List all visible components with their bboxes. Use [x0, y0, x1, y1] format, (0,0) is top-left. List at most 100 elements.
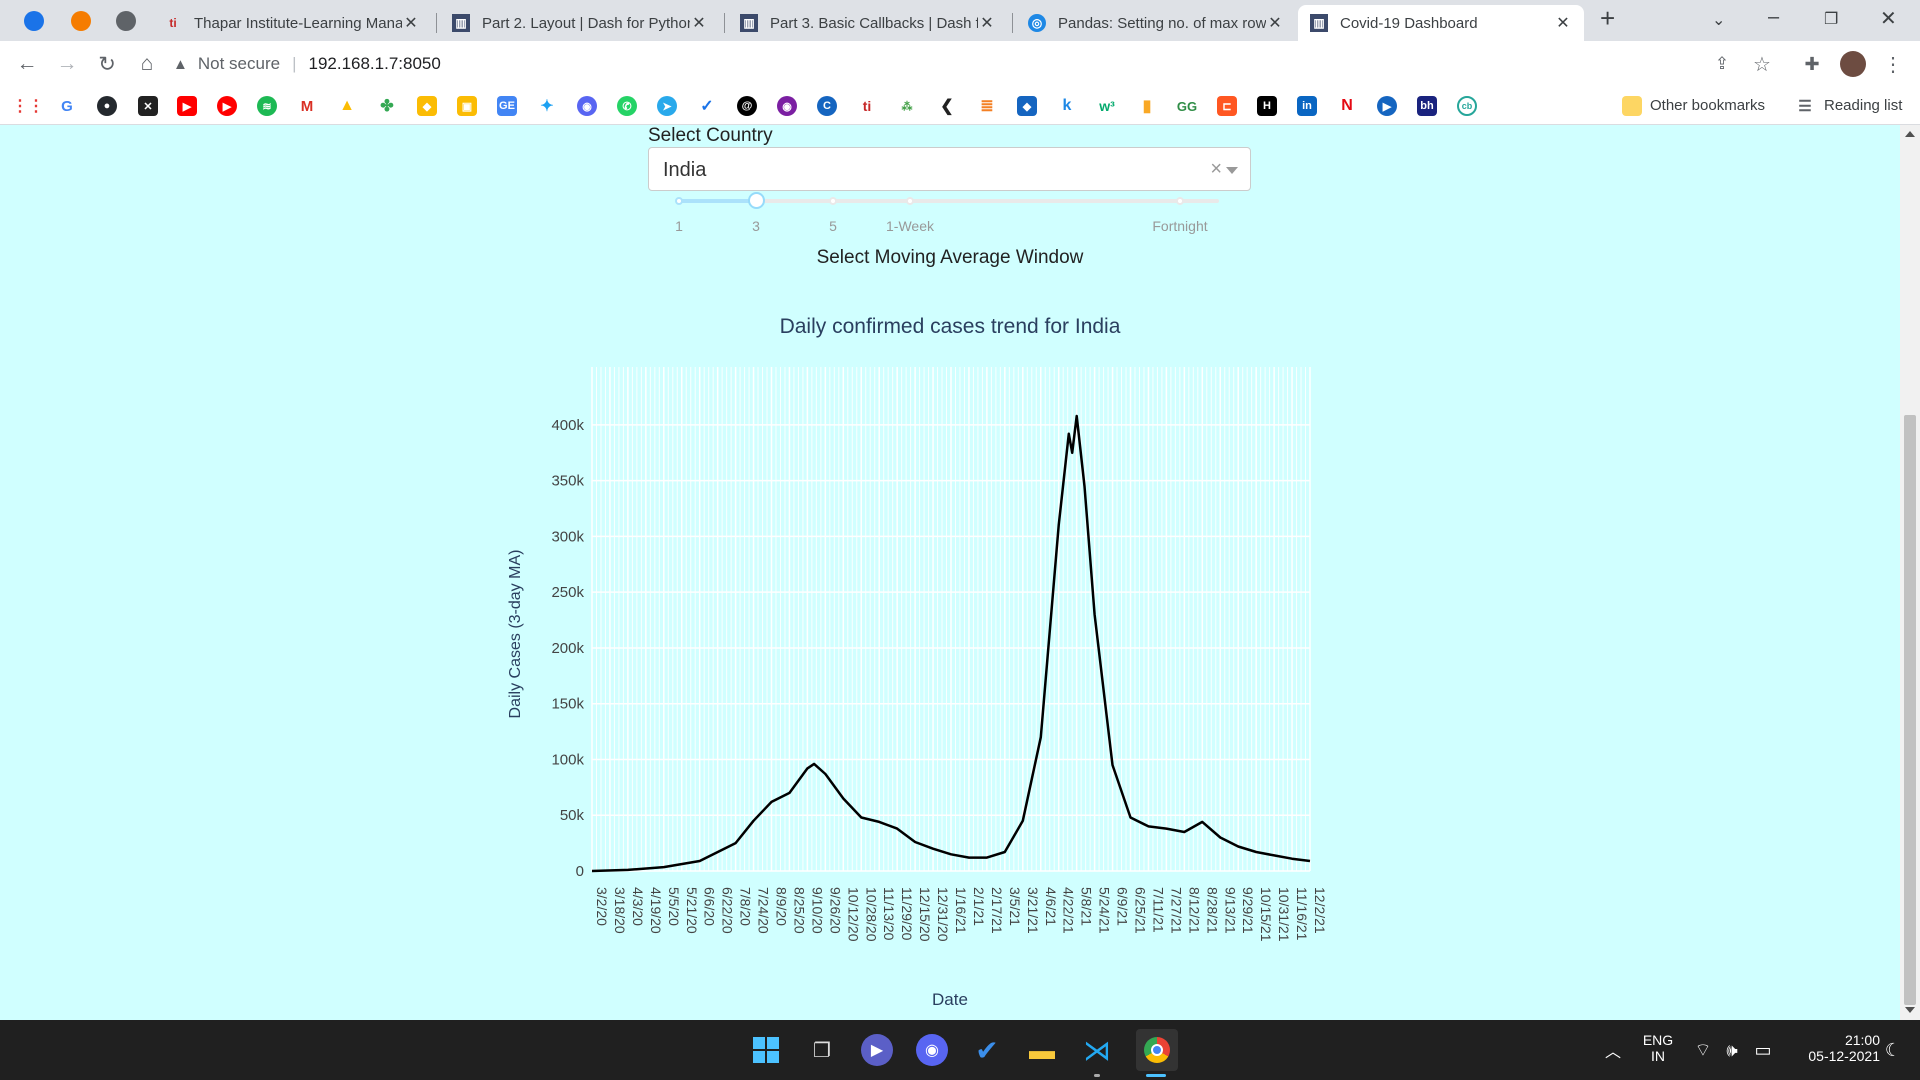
profile-dot-icon[interactable] [116, 11, 136, 31]
telegram-icon[interactable]: ➤ [657, 96, 677, 116]
apps-grid-icon[interactable]: ⋮⋮ [12, 98, 44, 115]
c-app-icon[interactable]: C [817, 96, 837, 116]
tasks-icon[interactable]: ✓ [697, 96, 717, 116]
browser-tab-active[interactable]: ▥ Covid-19 Dashboard ✕ [1298, 5, 1584, 41]
bh-app-icon[interactable]: bh [1417, 96, 1437, 116]
close-tab-icon[interactable]: ✕ [1268, 15, 1282, 32]
slider-mark-label[interactable]: 3 [752, 218, 760, 234]
gmail-icon[interactable]: M [297, 96, 317, 116]
extensions-icon[interactable]: ✚ [1804, 53, 1820, 74]
site-icon[interactable]: ⁂ [897, 96, 917, 116]
dropdown-arrow-icon[interactable] [1226, 167, 1238, 174]
x-app-icon[interactable]: ✕ [138, 96, 158, 116]
avatar[interactable] [1838, 49, 1868, 79]
share-icon[interactable]: ⇪ [1714, 54, 1730, 73]
slider-mark-label[interactable]: 1-Week [886, 218, 934, 234]
discord-icon[interactable]: ◉ [577, 96, 597, 116]
slider-track[interactable] [679, 199, 756, 203]
slider-mark-label[interactable]: Fortnight [1152, 218, 1208, 234]
hackerrank-icon[interactable]: H [1257, 96, 1277, 116]
spotify-icon[interactable]: ≋ [257, 96, 277, 116]
url-text[interactable]: 192.168.1.7:8050 [308, 54, 441, 73]
slider-step-dot[interactable] [906, 197, 914, 205]
home-icon[interactable]: ⌂ [140, 52, 154, 75]
google-forms-icon[interactable]: GE [497, 96, 517, 116]
close-tab-icon[interactable]: ✕ [1556, 15, 1570, 32]
netflix-icon[interactable]: N [1337, 96, 1357, 116]
language-indicator[interactable]: ENG IN [1640, 1032, 1676, 1064]
back-arrow-icon[interactable]: ← [16, 52, 38, 75]
browser-tab[interactable]: ◎ Pandas: Setting no. of max row ✕ [1016, 5, 1296, 41]
slider-step-dot[interactable] [1176, 197, 1184, 205]
discord-icon[interactable]: ◉ [916, 1034, 948, 1066]
cb-app-icon[interactable]: cb [1457, 96, 1477, 116]
file-explorer-icon[interactable]: ▬ [1029, 1034, 1055, 1065]
clear-selection-icon[interactable]: × [1210, 158, 1222, 180]
task-view-icon[interactable]: ❐ [813, 1039, 831, 1062]
google-keep-icon[interactable]: ◆ [417, 96, 437, 116]
close-tab-icon[interactable]: ✕ [692, 15, 706, 32]
todo-icon[interactable]: ✔ [975, 1034, 999, 1066]
twitter-icon[interactable]: ✦ [537, 96, 557, 116]
chart-app-icon[interactable]: ▮ [1137, 96, 1157, 116]
slider-step-dot[interactable] [829, 197, 837, 205]
restore-button[interactable]: ❐ [1824, 11, 1839, 28]
warning-icon[interactable]: ▲ [173, 55, 188, 73]
vscode-icon[interactable]: ⋊ [1083, 1034, 1111, 1066]
codechef-icon[interactable]: ❮ [937, 96, 957, 116]
media-play-icon[interactable]: ▶ [1377, 96, 1397, 116]
slider-mark-label[interactable]: 5 [829, 218, 837, 234]
close-tab-icon[interactable]: ✕ [980, 15, 994, 32]
slider-rail[interactable] [679, 199, 1219, 203]
google-icon[interactable]: G [57, 96, 77, 116]
w3schools-icon[interactable]: w³ [1097, 96, 1117, 116]
google-photos-icon[interactable]: ✤ [377, 96, 397, 116]
teams-chat-icon[interactable]: ▶ [861, 1034, 893, 1066]
browser-tab[interactable]: ti Thapar Institute-Learning Mana ✕ [152, 5, 432, 41]
focus-assist-icon[interactable]: ☾ [1884, 1039, 1902, 1060]
slider-handle[interactable] [748, 192, 765, 209]
vertical-scrollbar[interactable] [1900, 125, 1920, 1020]
github-icon[interactable]: ● [97, 96, 117, 116]
forward-arrow-icon[interactable]: → [56, 52, 78, 75]
youtube-music-icon[interactable]: ▶ [217, 96, 237, 116]
linkedin-icon[interactable]: in [1297, 96, 1317, 116]
scroll-up-arrow-icon[interactable] [1905, 131, 1915, 137]
tab-search-chevron-icon[interactable]: ⌄ [1712, 12, 1726, 29]
browser-tab[interactable]: ▥ Part 2. Layout | Dash for Python ✕ [440, 5, 720, 41]
threads-icon[interactable]: @ [737, 96, 757, 116]
whatsapp-icon[interactable]: ✆ [617, 96, 637, 116]
menu-kebab-icon[interactable]: ⋮ [1883, 53, 1903, 76]
security-status[interactable]: Not secure [197, 54, 281, 73]
slider-mark-label[interactable]: 1 [675, 218, 683, 234]
omnibox[interactable]: ▲ Not secure | 192.168.1.7:8050 [173, 48, 1733, 80]
reload-icon[interactable]: ↻ [98, 52, 116, 76]
minimize-button[interactable]: – [1768, 6, 1780, 28]
profile-dot-icon[interactable] [24, 11, 44, 31]
bookmark-star-icon[interactable]: ☆ [1753, 53, 1771, 76]
scroll-down-arrow-icon[interactable] [1905, 1007, 1915, 1013]
ti-logo-icon[interactable]: ti [857, 96, 877, 116]
google-classroom-icon[interactable]: ▣ [457, 96, 477, 116]
profile-dot-icon[interactable] [71, 11, 91, 31]
codeforces-icon[interactable]: ◆ [1017, 96, 1037, 116]
slider-step-dot[interactable] [675, 197, 683, 205]
chevron-up-icon[interactable]: ︿ [1604, 1044, 1621, 1061]
reading-list-link[interactable]: Reading list [1824, 97, 1903, 114]
wifi-icon[interactable]: ⌔ [1694, 1039, 1712, 1060]
google-drive-icon[interactable]: ▲ [337, 96, 357, 116]
scrollbar-thumb[interactable] [1904, 415, 1916, 1005]
close-tab-icon[interactable]: ✕ [404, 15, 418, 32]
other-bookmarks-link[interactable]: Other bookmarks [1650, 97, 1766, 114]
close-window-button[interactable]: ✕ [1880, 8, 1897, 30]
windows-start-icon[interactable] [750, 1034, 782, 1066]
browser-tab[interactable]: ▥ Part 3. Basic Callbacks | Dash fo ✕ [728, 5, 1008, 41]
clock[interactable]: 21:00 05-12-2021 [1790, 1032, 1880, 1064]
geeksforgeeks-icon[interactable]: GG [1177, 96, 1197, 116]
youtube-icon[interactable]: ▶ [177, 96, 197, 116]
volume-icon[interactable]: 🕪 [1726, 1039, 1738, 1060]
country-dropdown[interactable]: India × [648, 147, 1251, 191]
stackoverflow-icon[interactable]: ≣ [977, 96, 997, 116]
new-tab-button[interactable]: + [1600, 3, 1616, 33]
battery-icon[interactable]: ▭ [1754, 1039, 1772, 1060]
